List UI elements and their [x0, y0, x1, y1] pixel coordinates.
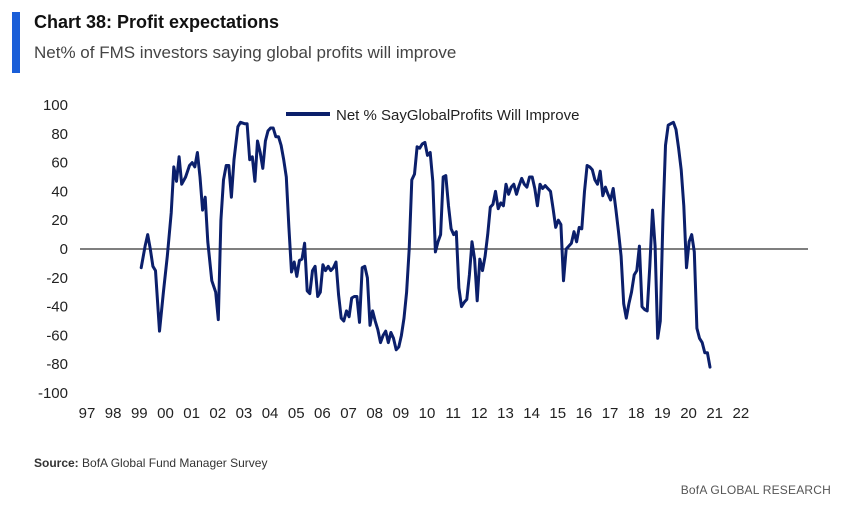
y-tick-label: 20	[51, 212, 68, 229]
y-tick-label: 100	[43, 97, 68, 114]
legend-label: Net % SayGlobalProfits Will Improve	[336, 107, 579, 124]
title-accent-bar	[12, 12, 20, 73]
x-tick-label: 16	[576, 405, 593, 422]
y-tick-label: -20	[46, 270, 68, 287]
x-tick-label: 08	[366, 405, 383, 422]
x-tick-label: 18	[628, 405, 645, 422]
y-tick-label: 0	[60, 241, 68, 258]
y-tick-label: -40	[46, 299, 68, 316]
y-axis-ticks: 100 80 60 40 20 0 -20 -40 -60 -80 -100	[38, 97, 68, 402]
source-label: Source:	[34, 456, 79, 470]
x-tick-label: 00	[157, 405, 174, 422]
x-tick-label: 01	[183, 405, 200, 422]
source-note: Source: BofA Global Fund Manager Survey	[34, 456, 267, 470]
chart-title: Chart 38: Profit expectations	[34, 12, 280, 32]
brand-label: BofA GLOBAL RESEARCH	[680, 483, 831, 497]
x-tick-label: 04	[262, 405, 279, 422]
x-tick-label: 05	[288, 405, 305, 422]
x-tick-label: 99	[131, 405, 148, 422]
x-tick-label: 07	[340, 405, 357, 422]
x-tick-label: 02	[209, 405, 226, 422]
x-axis-ticks: 97 98 99 00 01 02 03 04 05 06 07 08 09 10 11 12 13 14 15 16…	[79, 405, 750, 422]
series-line	[139, 120, 712, 369]
y-tick-label: -80	[46, 356, 68, 373]
x-tick-label: 15	[549, 405, 566, 422]
y-tick-label: 40	[51, 183, 68, 200]
chart-subtitle: Net% of FMS investors saying global prof…	[34, 43, 457, 62]
x-tick-label: 17	[602, 405, 619, 422]
y-tick-label: -100	[38, 385, 68, 402]
x-tick-label: 09	[393, 405, 410, 422]
x-tick-label: 98	[105, 405, 122, 422]
source-text: BofA Global Fund Manager Survey	[82, 456, 268, 470]
x-tick-label: 20	[680, 405, 697, 422]
y-tick-label: -60	[46, 327, 68, 344]
x-tick-label: 22	[733, 405, 750, 422]
x-tick-label: 14	[523, 405, 540, 422]
x-tick-label: 11	[445, 405, 461, 422]
y-tick-label: 60	[51, 155, 68, 172]
x-tick-label: 06	[314, 405, 331, 422]
legend: Net % SayGlobalProfits Will Improve	[286, 107, 579, 124]
y-tick-label: 80	[51, 126, 68, 143]
x-tick-label: 12	[471, 405, 488, 422]
x-tick-label: 10	[419, 405, 436, 422]
x-tick-label: 19	[654, 405, 671, 422]
x-tick-label: 03	[236, 405, 253, 422]
x-tick-label: 97	[79, 405, 96, 422]
x-tick-label: 13	[497, 405, 514, 422]
series-group	[139, 120, 712, 369]
x-tick-label: 21	[706, 405, 723, 422]
